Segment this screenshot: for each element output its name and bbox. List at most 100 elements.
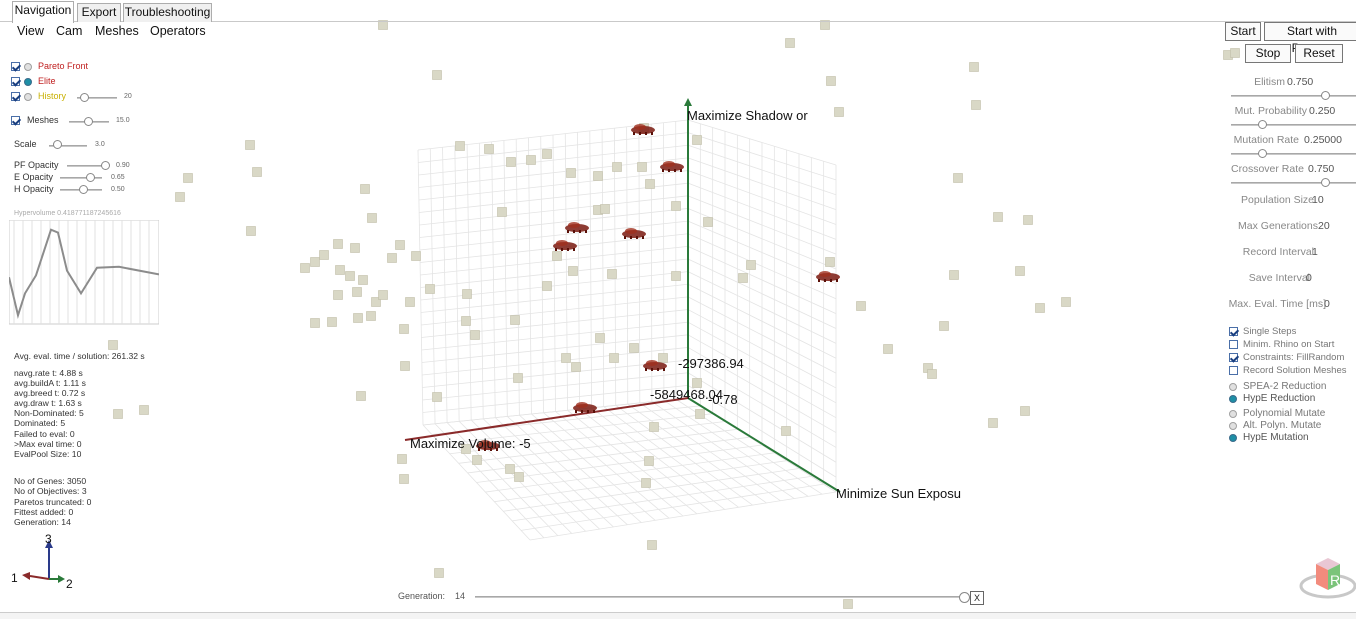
- tab-bar: Navigation Export Troubleshooting: [0, 0, 1356, 23]
- meshes-slider-thumb[interactable]: [84, 117, 93, 126]
- solution-cube: [246, 226, 256, 236]
- stop-button[interactable]: Stop: [1245, 44, 1291, 63]
- meshes-checkbox[interactable]: [11, 116, 20, 125]
- history-slider-thumb[interactable]: [80, 93, 89, 102]
- menu-view[interactable]: View: [17, 24, 44, 38]
- pareto-mesh-top: [568, 222, 580, 228]
- hype-reduction-radio[interactable]: [1229, 395, 1237, 403]
- solution-cube: [637, 162, 647, 172]
- pareto-mesh-top: [663, 161, 675, 167]
- stat-line: Generation: 14: [14, 517, 71, 527]
- solution-cube: [514, 472, 524, 482]
- solution-cube: [395, 240, 405, 250]
- crossover-slider-track[interactable]: [1231, 182, 1356, 184]
- solution-cube: [139, 405, 149, 415]
- start-presets-button[interactable]: Start with Presets: [1264, 22, 1356, 55]
- grid-back-left: [419, 208, 689, 238]
- pf-opacity-slider-track[interactable]: [67, 165, 109, 167]
- tab-troubleshooting[interactable]: Troubleshooting: [123, 3, 212, 22]
- poly-mutate-radio[interactable]: [1229, 410, 1237, 418]
- spea2-radio[interactable]: [1229, 383, 1237, 391]
- solution-cube: [367, 213, 377, 223]
- solution-cube: [542, 281, 552, 291]
- grid-floor: [485, 452, 775, 493]
- history-slider-track[interactable]: [77, 97, 117, 99]
- generation-slider-track[interactable]: [475, 596, 965, 598]
- mutation-rate-slider-thumb[interactable]: [1258, 149, 1268, 158]
- mut-prob-slider-track[interactable]: [1231, 124, 1356, 126]
- grid-back-right: [687, 347, 837, 433]
- pareto-mesh-detail: [573, 248, 575, 251]
- mut-prob-slider-thumb[interactable]: [1258, 120, 1268, 129]
- grid-back-left: [418, 170, 689, 201]
- menu-meshes[interactable]: Meshes: [95, 24, 139, 38]
- solution-cube: [595, 333, 605, 343]
- pareto-mesh-detail: [490, 448, 492, 451]
- reset-button[interactable]: Reset: [1295, 44, 1343, 63]
- solution-cube: [571, 362, 581, 372]
- solution-cube: [969, 62, 979, 72]
- solution-cube: [612, 162, 622, 172]
- stat-line: >Max eval time: 0: [14, 439, 82, 449]
- mutation-rate-slider-track[interactable]: [1231, 153, 1356, 155]
- stat-line: avg.breed t: 0.72 s: [14, 388, 86, 398]
- pareto-mesh-detail: [593, 410, 595, 413]
- pf-opacity-slider-thumb[interactable]: [101, 161, 110, 170]
- minim-rhino-checkbox[interactable]: [1229, 340, 1238, 349]
- e-opacity-slider-thumb[interactable]: [86, 173, 95, 182]
- pareto-mesh-top: [576, 402, 588, 408]
- solution-cube: [484, 144, 494, 154]
- solution-cube: [566, 168, 576, 178]
- grid-back-left: [422, 347, 689, 376]
- history-radio[interactable]: [24, 93, 32, 101]
- pareto-checkbox[interactable]: [11, 62, 20, 71]
- generation-close-button[interactable]: X: [970, 591, 984, 605]
- grid-floor: [440, 413, 713, 445]
- h-opacity-slider-thumb[interactable]: [79, 185, 88, 194]
- elitism-slider-thumb[interactable]: [1320, 91, 1330, 100]
- scale-slider-thumb[interactable]: [53, 140, 62, 149]
- pareto-mesh-detail: [579, 230, 581, 233]
- start-button[interactable]: Start: [1225, 22, 1261, 41]
- pareto-mesh-detail: [662, 169, 664, 172]
- menu-operators[interactable]: Operators: [150, 24, 206, 38]
- tab-export[interactable]: Export: [77, 3, 121, 22]
- solution-cube: [671, 201, 681, 211]
- elite-checkbox[interactable]: [11, 77, 20, 86]
- single-steps-checkbox[interactable]: [1229, 327, 1238, 336]
- scale-slider-track[interactable]: [49, 145, 87, 147]
- objective-axes: [404, 98, 841, 493]
- grid-floor: [422, 397, 689, 426]
- pareto-radio[interactable]: [24, 63, 32, 71]
- h-opacity-label: H Opacity: [14, 184, 54, 194]
- grid-back-left: [422, 372, 689, 401]
- spea2-label: SPEA-2 Reduction: [1243, 381, 1327, 392]
- solution-cube: [399, 324, 409, 334]
- history-checkbox[interactable]: [11, 92, 20, 101]
- crossover-slider-thumb[interactable]: [1320, 178, 1330, 187]
- e-opacity-slider-track[interactable]: [60, 177, 102, 179]
- y-axis: [687, 397, 841, 493]
- solution-cube: [245, 140, 255, 150]
- pop-size-value: 10: [1312, 194, 1324, 206]
- constraints-checkbox[interactable]: [1229, 353, 1238, 362]
- record-meshes-checkbox[interactable]: [1229, 366, 1238, 375]
- solution-cube: [319, 250, 329, 260]
- grid-back-right: [687, 296, 837, 374]
- elitism-slider-track[interactable]: [1231, 95, 1356, 97]
- grid-floor: [494, 460, 787, 503]
- pareto-mesh-detail: [674, 169, 676, 172]
- elite-radio[interactable]: [24, 78, 32, 86]
- solution-cube: [695, 409, 705, 419]
- hype-mutation-radio[interactable]: [1229, 434, 1237, 442]
- menu-cam[interactable]: Cam: [56, 24, 83, 38]
- generation-slider-thumb[interactable]: [959, 592, 970, 603]
- tab-navigation[interactable]: Navigation: [12, 1, 74, 23]
- axis-value-2: -5849468.04: [650, 387, 724, 402]
- status-strip: [0, 612, 1356, 619]
- grid-back-right: [687, 321, 837, 404]
- axis-gizmo: 3 1 2: [11, 532, 73, 591]
- alt-poly-mutate-radio[interactable]: [1229, 422, 1237, 430]
- grid-floor: [503, 468, 800, 512]
